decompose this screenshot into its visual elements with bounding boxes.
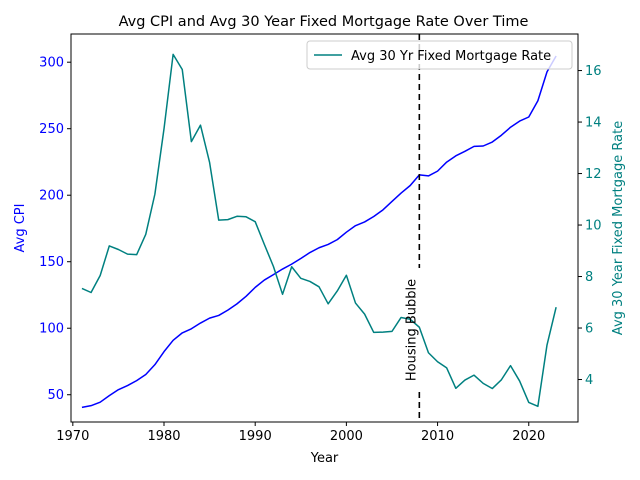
right-tick-label-16: 16 — [585, 64, 602, 79]
series-line-cpi — [81, 55, 557, 409]
right-tick-label-8: 8 — [585, 270, 593, 285]
left-tick-label-300: 300 — [39, 56, 64, 71]
right-axis-label: Avg 30 Year Fixed Mortgage Rate — [611, 121, 626, 335]
left-tick-label-50: 50 — [47, 388, 64, 403]
plot-frame — [70, 33, 579, 423]
x-tick-label-1990: 1990 — [239, 429, 272, 444]
right-tick-label-12: 12 — [585, 167, 602, 182]
x-tick-label-2010: 2010 — [421, 429, 454, 444]
left-tick-label-250: 250 — [39, 122, 64, 137]
right-tick-label-10: 10 — [585, 219, 602, 234]
left-tick-label-100: 100 — [39, 322, 64, 337]
legend-label-mortgage: Avg 30 Yr Fixed Mortgage Rate — [351, 49, 551, 64]
right-tick-label-6: 6 — [585, 322, 593, 337]
left-tick-label-200: 200 — [39, 189, 64, 204]
chart-title: Avg CPI and Avg 30 Year Fixed Mortgage R… — [119, 14, 529, 30]
legend-box — [306, 40, 573, 70]
x-tick-label-1980: 1980 — [147, 429, 180, 444]
x-axis-label: Year — [310, 451, 339, 466]
right-tick-label-14: 14 — [585, 116, 602, 131]
annotation-label: Housing Bubble — [404, 279, 419, 381]
right-tick-label-4: 4 — [585, 373, 593, 388]
plot-area: Housing Bubble — [81, 34, 557, 422]
left-axis-label: Avg CPI — [13, 204, 28, 253]
left-tick-label-150: 150 — [39, 255, 64, 270]
x-tick-label-2000: 2000 — [330, 429, 363, 444]
series-line-mortgage — [81, 53, 557, 408]
axes: 1970 1980 1990 2000 2010 2020 50 100 150 200 250 30… — [39, 56, 601, 444]
x-tick-label-1970: 1970 — [56, 429, 89, 444]
x-tick-label-2020: 2020 — [512, 429, 545, 444]
legend: Avg 30 Yr Fixed Mortgage Rate — [306, 40, 573, 70]
